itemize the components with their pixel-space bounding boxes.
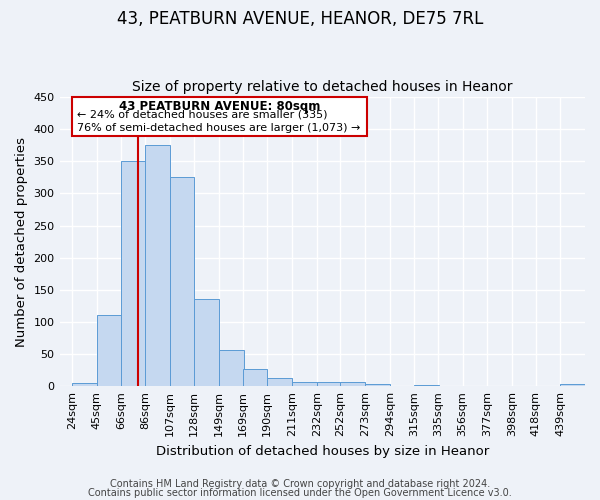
Bar (560, 384, 585, 386)
Y-axis label: Number of detached properties: Number of detached properties (15, 136, 28, 346)
Title: Size of property relative to detached houses in Heanor: Size of property relative to detached ho… (132, 80, 512, 94)
X-axis label: Distribution of detached houses by size in Heanor: Distribution of detached houses by size … (155, 444, 489, 458)
Bar (340, 382, 365, 386)
Bar (219, 350, 244, 386)
Text: Contains HM Land Registry data © Crown copyright and database right 2024.: Contains HM Land Registry data © Crown c… (110, 479, 490, 489)
Text: 76% of semi-detached houses are larger (1,073) →: 76% of semi-detached houses are larger (… (77, 123, 361, 133)
Bar (121, 162, 146, 386)
Bar (365, 384, 389, 386)
FancyBboxPatch shape (72, 97, 367, 136)
Bar (72, 383, 97, 386)
Text: Contains public sector information licensed under the Open Government Licence v3: Contains public sector information licen… (88, 488, 512, 498)
Text: ← 24% of detached houses are smaller (335): ← 24% of detached houses are smaller (33… (77, 110, 328, 120)
Bar (267, 378, 292, 386)
Text: 43 PEATBURN AVENUE: 80sqm: 43 PEATBURN AVENUE: 80sqm (119, 100, 320, 113)
Bar (97, 315, 121, 386)
Bar (194, 300, 219, 386)
Bar (317, 382, 341, 386)
Bar (292, 382, 317, 386)
Bar (170, 178, 194, 386)
Bar (145, 145, 170, 386)
Text: 43, PEATBURN AVENUE, HEANOR, DE75 7RL: 43, PEATBURN AVENUE, HEANOR, DE75 7RL (117, 10, 483, 28)
Bar (415, 385, 439, 386)
Bar (242, 370, 267, 386)
